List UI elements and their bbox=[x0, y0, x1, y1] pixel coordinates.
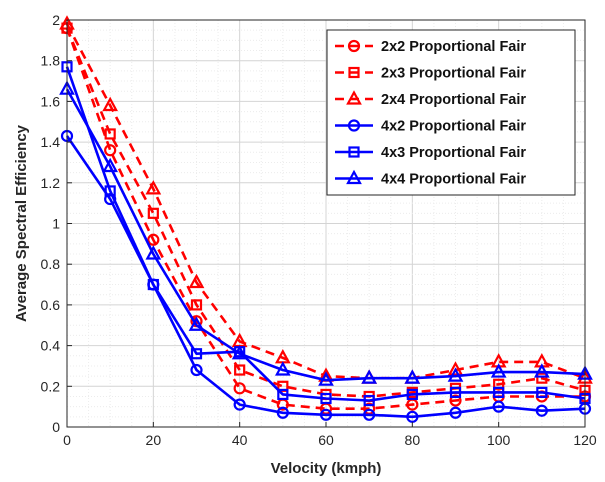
y-tick-label: 0.2 bbox=[41, 378, 61, 394]
y-tick-label: 1.8 bbox=[41, 53, 61, 69]
data-point-circle bbox=[347, 39, 361, 53]
series-line bbox=[65, 27, 586, 398]
data-point-circle bbox=[147, 233, 160, 246]
data-point-triangle bbox=[145, 245, 162, 260]
data-point-square bbox=[234, 364, 246, 376]
data-point-circle bbox=[233, 382, 246, 395]
legend-box bbox=[326, 29, 576, 196]
data-point-circle bbox=[449, 406, 462, 419]
data-point-square bbox=[363, 394, 375, 407]
data-point-circle bbox=[449, 394, 462, 407]
data-point-triangle bbox=[188, 316, 205, 331]
data-point-triangle bbox=[490, 363, 507, 378]
data-point-triangle bbox=[231, 344, 248, 360]
data-point-triangle bbox=[361, 369, 378, 384]
data-point-triangle bbox=[274, 361, 291, 376]
data-point-circle bbox=[535, 404, 548, 417]
data-point-triangle bbox=[102, 157, 119, 173]
data-point-square bbox=[348, 146, 360, 158]
data-point-square bbox=[104, 128, 116, 140]
y-axis-label: Average Spectral Efficiency bbox=[13, 124, 30, 322]
legend-entry-label: 2x4 Proportional Fair bbox=[381, 92, 526, 108]
series-line bbox=[65, 23, 586, 380]
y-tick-label: 2 bbox=[52, 12, 60, 28]
data-point-triangle bbox=[188, 273, 205, 289]
data-point-square bbox=[190, 348, 203, 360]
data-point-circle bbox=[233, 398, 246, 411]
data-point-triangle bbox=[447, 367, 464, 382]
data-point-circle bbox=[276, 406, 289, 419]
data-point-circle bbox=[347, 119, 361, 132]
data-point-square bbox=[406, 388, 418, 401]
y-tick-label: 0.8 bbox=[41, 256, 61, 272]
data-point-triangle bbox=[533, 363, 550, 378]
data-point-triangle bbox=[318, 371, 334, 386]
x-tick-label: 100 bbox=[487, 432, 511, 448]
legend-entry-label: 4x2 Proportional Fair bbox=[381, 119, 526, 135]
data-point-square bbox=[493, 386, 505, 399]
data-point-square bbox=[147, 207, 159, 219]
y-tick-label: 1 bbox=[52, 216, 60, 232]
data-point-square bbox=[536, 372, 548, 384]
x-axis-label: Velocity (kmph) bbox=[271, 460, 382, 477]
legend-entry-label: 4x3 Proportional Fair bbox=[381, 145, 526, 161]
legend-entry-label: 4x4 Proportional Fair bbox=[381, 172, 526, 188]
data-point-triangle bbox=[346, 169, 362, 185]
data-point-square bbox=[536, 386, 548, 399]
series-group bbox=[59, 15, 593, 423]
data-point-square bbox=[147, 278, 159, 291]
data-point-triangle bbox=[145, 180, 162, 195]
ticks: 0 20 40 60 80 100 120 0 0.2 0.4 0.6 0.8 1 1.2 1.4 1.6 1.… bbox=[41, 12, 597, 448]
data-point-triangle bbox=[102, 96, 119, 112]
y-tick-label: 0.4 bbox=[41, 338, 61, 354]
data-point-triangle bbox=[447, 361, 464, 376]
data-point-square bbox=[449, 386, 462, 399]
x-tick-label: 20 bbox=[146, 432, 162, 448]
data-point-triangle bbox=[404, 369, 421, 384]
data-point-circle bbox=[492, 400, 505, 413]
legend-entry-label: 2x2 Proportional Fair bbox=[381, 39, 526, 55]
y-tick-label: 0.6 bbox=[41, 297, 61, 313]
x-tick-label: 40 bbox=[232, 432, 248, 448]
y-tick-label: 1.6 bbox=[41, 93, 61, 109]
data-point-square bbox=[320, 392, 332, 405]
x-tick-label: 0 bbox=[63, 432, 71, 448]
data-point-square bbox=[190, 299, 203, 311]
data-point-circle bbox=[104, 144, 117, 157]
data-point-square bbox=[277, 388, 289, 401]
y-tick-label: 1.2 bbox=[41, 175, 61, 191]
series-line bbox=[65, 66, 586, 402]
data-point-square bbox=[348, 66, 360, 79]
x-tick-label: 60 bbox=[318, 432, 334, 448]
data-point-circle bbox=[190, 363, 203, 377]
series-group bbox=[59, 80, 593, 386]
data-point-circle bbox=[363, 408, 376, 421]
data-point-square bbox=[104, 185, 116, 197]
legend-entry-label: 2x3 Proportional Fair bbox=[381, 66, 526, 82]
y-tick-label: 1.4 bbox=[41, 134, 61, 150]
y-tick-label: 0 bbox=[52, 419, 60, 435]
data-point-circle bbox=[319, 408, 333, 421]
series-line bbox=[65, 88, 586, 382]
x-tick-label: 80 bbox=[405, 432, 421, 448]
legend: 2x2 Proportional Fair 2x3 Proportional Fa… bbox=[326, 29, 576, 196]
data-point-triangle bbox=[346, 90, 362, 105]
x-tick-label: 120 bbox=[573, 432, 597, 448]
data-point-circle bbox=[406, 410, 419, 423]
